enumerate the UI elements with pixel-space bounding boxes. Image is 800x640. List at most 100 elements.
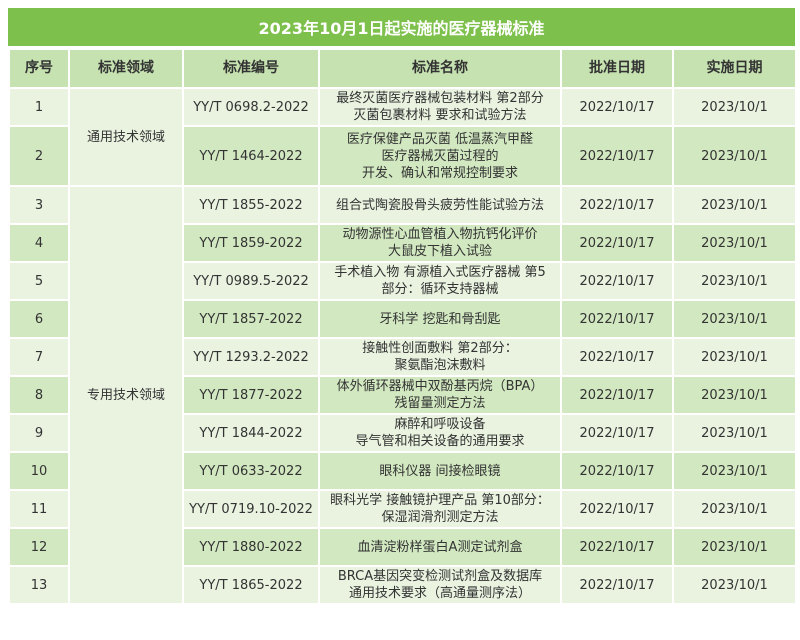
cell-name: 医疗保健产品灭菌 低温蒸汽甲醛 医疗器械灭菌过程的 开发、确认和常规控制要求 (318, 125, 562, 187)
table-row: 1 通用技术领域 YY/T 0698.2-2022 最终灭菌医疗器械包装材料 第2部分… (8, 87, 797, 187)
cell-approve-date: 2022/10/17 (560, 451, 674, 491)
table-title: 2023年10月1日起实施的医疗器械标准 (8, 8, 795, 48)
cell-code: YY/T 0698.2-2022 (182, 87, 320, 127)
cell-no: 13 (8, 565, 70, 605)
cell-name-line: 导气管和相关设备的通用要求 (355, 434, 525, 449)
table-row: 2 YY/T 1464-2022 医疗保健产品灭菌 低温蒸汽甲醛 医疗器械灭菌过程的开… (8, 125, 797, 187)
cell-code: YY/T 0989.5-2022 (182, 261, 320, 301)
cell-effective-date: 2023/10/1 (672, 87, 797, 127)
cell-no: 2 (8, 125, 70, 187)
cell-no: 11 (8, 489, 70, 529)
cell-no: 8 (8, 375, 70, 415)
table-row: 8 YY/T 1877-2022 体外循环器械中双酚基丙烷（BPA） 残留量测定方法 2… (8, 375, 797, 415)
cell-effective-date: 2023/10/1 (672, 527, 797, 567)
cell-name: 组合式陶瓷股骨头疲劳性能试验方法 (318, 185, 562, 225)
cell-name-line: 麻醉和呼吸设备 (394, 417, 486, 432)
cell-no: 10 (8, 451, 70, 491)
cell-name: 眼科仪器 间接检眼镜 (318, 451, 562, 491)
table-row: 11 YY/T 0719.10-2022 眼科光学 接触镜护理产品 第10部分： 保湿… (8, 489, 797, 529)
cell-no: 12 (8, 527, 70, 567)
table-row: 9 YY/T 1844-2022 麻醉和呼吸设备 导气管和相关设备的通用要求 2022/… (8, 413, 797, 453)
col-header-approve-date: 批准日期 (560, 48, 674, 89)
cell-effective-date: 2023/10/1 (672, 451, 797, 491)
table-row: 5 YY/T 0989.5-2022 手术植入物 有源植入式医疗器械 第5 部分：循环… (8, 261, 797, 301)
cell-name-line: 组合式陶瓷股骨头疲劳性能试验方法 (335, 197, 544, 213)
cell-name-line: 聚氨酯泡沫敷料 (394, 358, 486, 373)
cell-approve-date: 2022/10/17 (560, 261, 674, 301)
table-row: 6 YY/T 1857-2022 牙科学 挖匙和骨刮匙 2022/10/17 2023/… (8, 299, 797, 339)
standards-table-container: 2023年10月1日起实施的医疗器械标准 序号 标准领域 标准编号 标准名称 批准日期实… (8, 8, 797, 605)
cell-code: YY/T 1293.2-2022 (182, 337, 320, 377)
cell-name-line: 手术植入物 有源植入式医疗器械 第5 (334, 265, 546, 280)
cell-name: 动物源性心血管植入物抗钙化评价 大鼠皮下植入试验 (318, 223, 562, 263)
col-header-code: 标准编号 (182, 48, 320, 89)
cell-effective-date: 2023/10/1 (672, 413, 797, 453)
cell-name: 血清淀粉样蛋白A测定试剂盒 (318, 527, 562, 567)
table-row: 4 YY/T 1859-2022 动物源性心血管植入物抗钙化评价 大鼠皮下植入试验 20… (8, 223, 797, 263)
cell-approve-date: 2022/10/17 (560, 413, 674, 453)
cell-approve-date: 2022/10/17 (560, 375, 674, 415)
table-row: 10 YY/T 0633-2022 眼科仪器 间接检眼镜 2022/10/17 2023… (8, 451, 797, 491)
cell-no: 3 (8, 185, 70, 225)
cell-no: 9 (8, 413, 70, 453)
cell-effective-date: 2023/10/1 (672, 337, 797, 377)
col-header-name: 标准名称 (318, 48, 562, 89)
cell-code: YY/T 0633-2022 (182, 451, 320, 491)
cell-name-line: BRCA基因突变检测试剂盒及数据库 (337, 569, 543, 584)
cell-approve-date: 2022/10/17 (560, 223, 674, 263)
cell-name-line: 牙科学 挖匙和骨刮匙 (379, 311, 501, 327)
cell-name: 接触性创面敷料 第2部分： 聚氨酯泡沫敷料 (318, 337, 562, 377)
cell-code: YY/T 1880-2022 (182, 527, 320, 567)
col-header-domain: 标准领域 (68, 48, 184, 89)
cell-approve-date: 2022/10/17 (560, 489, 674, 529)
col-header-no: 序号 (8, 48, 70, 89)
cell-code: YY/T 1859-2022 (182, 223, 320, 263)
cell-name: BRCA基因突变检测试剂盒及数据库 通用技术要求（高通量测序法） (318, 565, 562, 605)
cell-code: YY/T 1844-2022 (182, 413, 320, 453)
cell-name-line: 开发、确认和常规控制要求 (361, 165, 518, 181)
cell-effective-date: 2023/10/1 (672, 125, 797, 187)
cell-effective-date: 2023/10/1 (672, 565, 797, 605)
cell-no: 5 (8, 261, 70, 301)
cell-name-line: 血清淀粉样蛋白A测定试剂盒 (357, 539, 523, 555)
cell-name-line: 体外循环器械中双酚基丙烷（BPA） (336, 379, 544, 394)
cell-name: 手术植入物 有源植入式医疗器械 第5 部分：循环支持器械 (318, 261, 562, 301)
cell-code: YY/T 1865-2022 (182, 565, 320, 605)
table-row: 3 专用技术领域 YY/T 1855-2022 组合式陶瓷股骨头疲劳性能试验方法 202… (8, 185, 797, 605)
cell-approve-date: 2022/10/17 (560, 527, 674, 567)
cell-effective-date: 2023/10/1 (672, 299, 797, 339)
cell-code: YY/T 1857-2022 (182, 299, 320, 339)
cell-name: 最终灭菌医疗器械包装材料 第2部分 灭菌包裹材料 要求和试验方法 (318, 87, 562, 127)
cell-name-line: 最终灭菌医疗器械包装材料 第2部分 (336, 91, 544, 106)
cell-name-line: 保湿润滑剂测定方法 (381, 510, 499, 525)
cell-name-line: 眼科仪器 间接检眼镜 (379, 463, 501, 479)
cell-no: 1 (8, 87, 70, 127)
cell-name-line: 灭菌包裹材料 要求和试验方法 (353, 108, 527, 123)
cell-effective-date: 2023/10/1 (672, 489, 797, 529)
cell-approve-date: 2022/10/17 (560, 299, 674, 339)
cell-code: YY/T 0719.10-2022 (182, 489, 320, 529)
cell-code: YY/T 1877-2022 (182, 375, 320, 415)
cell-name-line: 残留量测定方法 (394, 396, 486, 411)
cell-name-line: 通用技术要求（高通量测序法） (348, 586, 531, 601)
table-row: 7 YY/T 1293.2-2022 接触性创面敷料 第2部分： 聚氨酯泡沫敷料 202… (8, 337, 797, 377)
cell-approve-date: 2022/10/17 (560, 337, 674, 377)
cell-effective-date: 2023/10/1 (672, 375, 797, 415)
cell-name-line: 眼科光学 接触镜护理产品 第10部分： (330, 493, 550, 508)
cell-name-line: 医疗保健产品灭菌 低温蒸汽甲醛 (346, 131, 534, 147)
table-row: 12 YY/T 1880-2022 血清淀粉样蛋白A测定试剂盒 2022/10/17 2… (8, 527, 797, 567)
cell-code: YY/T 1855-2022 (182, 185, 320, 225)
cell-name-line: 部分：循环支持器械 (381, 282, 499, 297)
col-header-effective-date: 实施日期 (672, 48, 797, 89)
cell-effective-date: 2023/10/1 (672, 223, 797, 263)
cell-effective-date: 2023/10/1 (672, 261, 797, 301)
cell-name-line: 接触性创面敷料 第2部分： (362, 341, 518, 356)
cell-code: YY/T 1464-2022 (182, 125, 320, 187)
cell-no: 4 (8, 223, 70, 263)
cell-domain: 专用技术领域 (68, 185, 184, 605)
cell-name: 麻醉和呼吸设备导气管和相关设备的通用要求 (318, 413, 562, 453)
table-row: 13 YY/T 1865-2022 BRCA基因突变检测试剂盒及数据库 通用技术要求（… (8, 565, 797, 605)
cell-name: 眼科光学 接触镜护理产品 第10部分： 保湿润滑剂测定方法 (318, 489, 562, 529)
cell-approve-date: 2022/10/17 (560, 185, 674, 225)
cell-name-line: 医疗器械灭菌过程的 (381, 148, 499, 164)
